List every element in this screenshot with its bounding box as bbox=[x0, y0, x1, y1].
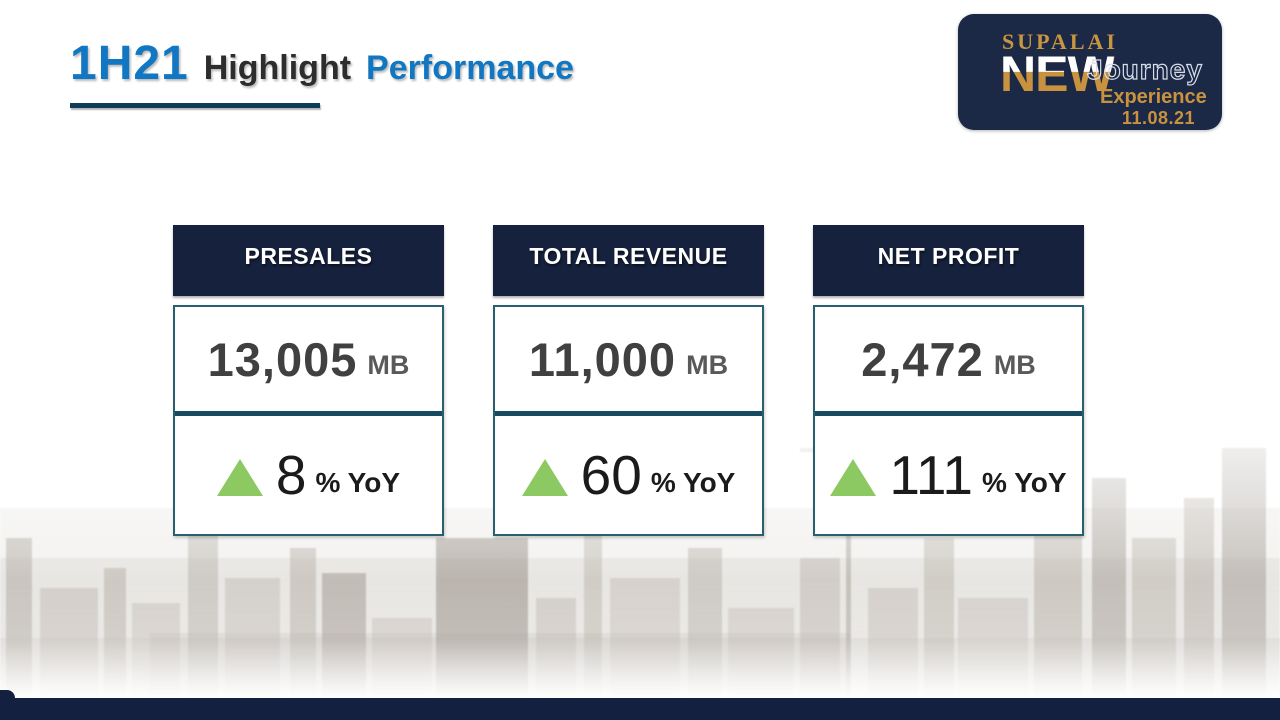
card-body: 13,005 MB 8 % YoY bbox=[173, 305, 444, 536]
yoy-change-row: 111 % YoY bbox=[815, 416, 1082, 534]
yoy-change-suffix: % YoY bbox=[315, 467, 401, 498]
card-divider bbox=[815, 411, 1082, 416]
slide-header: 1H21 Highlight Performance bbox=[70, 36, 574, 108]
yoy-change-suffix: % YoY bbox=[982, 467, 1067, 498]
metric-card-total-revenue: TOTAL REVENUE 11,000 MB 60 % YoY bbox=[493, 225, 764, 536]
card-title: NET PROFIT bbox=[813, 225, 1084, 296]
brand-name: SUPALAI bbox=[1002, 29, 1118, 54]
card-divider bbox=[175, 411, 442, 416]
footer-bar bbox=[0, 698, 1280, 720]
metric-value-row: 2,472 MB bbox=[815, 307, 1082, 411]
logo-journey-word: Journey bbox=[1086, 53, 1203, 85]
metric-card-presales: PRESALES 13,005 MB 8 % YoY bbox=[173, 225, 444, 536]
triangle-up-icon bbox=[521, 458, 568, 496]
metric-value: 13,005 bbox=[207, 332, 358, 386]
yoy-change-value: 60 bbox=[580, 444, 642, 506]
kpi-cards: PRESALES 13,005 MB 8 % YoY TOTAL REVENUE… bbox=[173, 225, 1084, 536]
metric-unit: MB bbox=[367, 349, 410, 380]
logo-event-date: 11.08.21 bbox=[1121, 108, 1195, 128]
metric-value: 11,000 bbox=[528, 332, 677, 386]
logo-new-word: NEW NEW bbox=[1000, 46, 1115, 102]
title-underline bbox=[70, 103, 320, 108]
triangle-up-icon bbox=[830, 458, 877, 496]
title-period: 1H21 bbox=[70, 37, 189, 90]
yoy-change-value: 8 bbox=[275, 444, 307, 506]
title-word-performance: Performance bbox=[366, 49, 574, 87]
card-body: 11,000 MB 60 % YoY bbox=[493, 305, 764, 536]
card-title: TOTAL REVENUE bbox=[493, 225, 764, 296]
yoy-change-value: 111 bbox=[889, 444, 974, 506]
logo-experience-word: Experience bbox=[1100, 86, 1207, 108]
card-body: 2,472 MB 111 % YoY bbox=[813, 305, 1084, 536]
metric-value-row: 11,000 MB bbox=[495, 307, 762, 411]
yoy-change-row: 8 % YoY bbox=[175, 416, 442, 534]
card-title: PRESALES bbox=[173, 225, 444, 296]
yoy-change-suffix: % YoY bbox=[650, 467, 736, 498]
yoy-change-row: 60 % YoY bbox=[495, 416, 762, 534]
triangle-up-icon bbox=[216, 458, 263, 496]
supalai-logo-badge: SUPALAI NEW NEW Journey Experience 11.08… bbox=[958, 14, 1222, 130]
metric-unit: MB bbox=[686, 349, 729, 380]
page-title: 1H21 Highlight Performance bbox=[70, 36, 574, 91]
title-word-highlight: Highlight bbox=[203, 49, 352, 87]
metric-card-net-profit: NET PROFIT 2,472 MB 111 % YoY bbox=[813, 225, 1084, 536]
card-divider bbox=[495, 411, 762, 416]
metric-unit: MB bbox=[993, 349, 1036, 380]
footer-corner-step bbox=[0, 690, 15, 698]
metric-value-row: 13,005 MB bbox=[175, 307, 442, 411]
metric-value: 2,472 bbox=[861, 332, 984, 386]
